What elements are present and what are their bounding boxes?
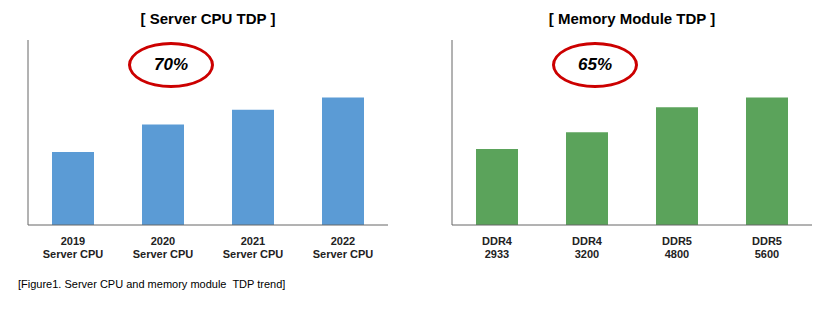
html-text:[ Memory Module TDP ]: [ Memory Module TDP ] (548, 10, 716, 27)
html-text:[Figure1. Server CPU and memor: [Figure1. Server CPU and memory module T… (18, 278, 286, 290)
svg-text:DDR54800: DDR54800 (662, 235, 692, 260)
html-text:70%: 70% (154, 55, 188, 74)
svg-text:2022Server CPU: 2022Server CPU (313, 235, 374, 260)
svg-text:DDR42933: DDR42933 (482, 235, 513, 260)
html-text:65%: 65% (578, 55, 612, 74)
html-text:[ Server CPU TDP ]: [ Server CPU TDP ] (140, 10, 276, 27)
svg-text:DDR55600: DDR55600 (752, 235, 782, 260)
svg-text:DDR43200: DDR43200 (572, 235, 603, 260)
svg-text:2020Server CPU: 2020Server CPU (133, 235, 194, 260)
svg-text:2019Server CPU: 2019Server CPU (43, 235, 104, 260)
svg-text:2021Server CPU: 2021Server CPU (223, 235, 284, 260)
